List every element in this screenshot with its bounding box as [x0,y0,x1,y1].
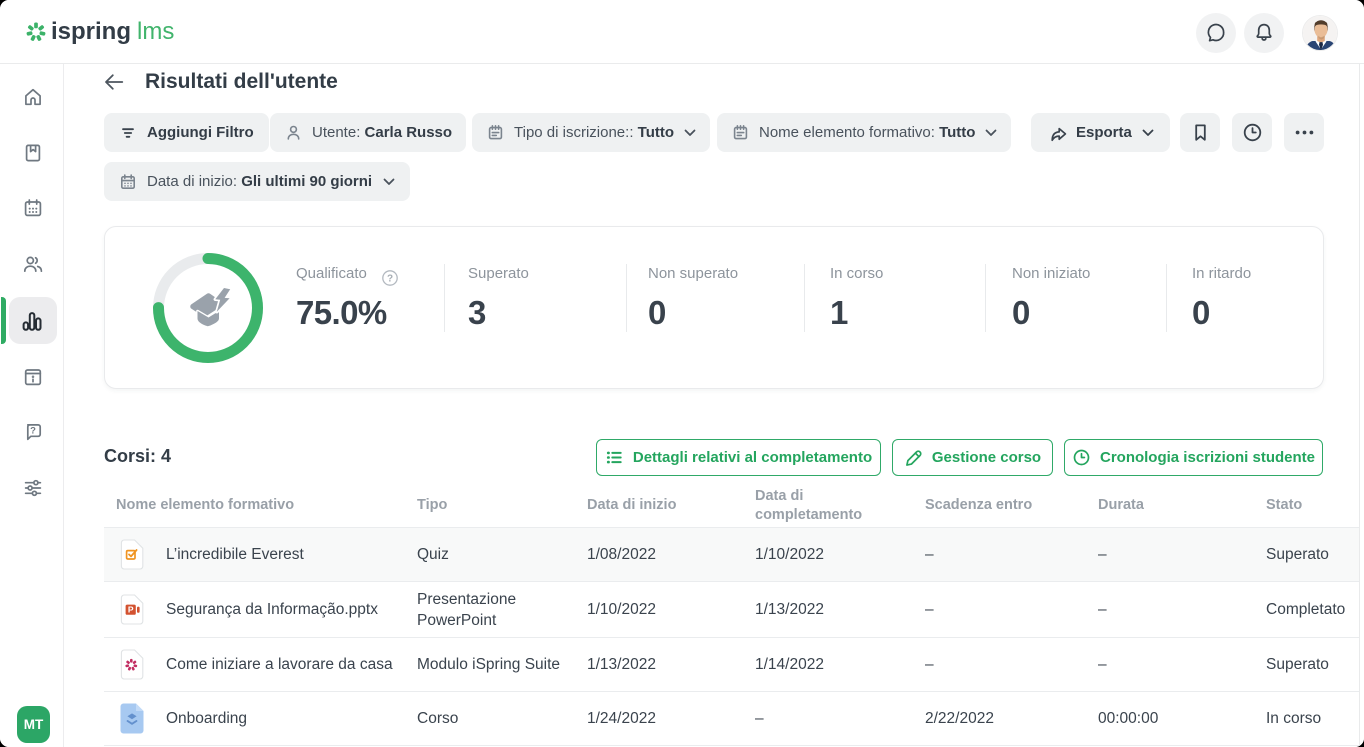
svg-text:?: ? [387,274,393,285]
svg-text:?: ? [30,426,36,437]
svg-text:P: P [128,605,134,615]
